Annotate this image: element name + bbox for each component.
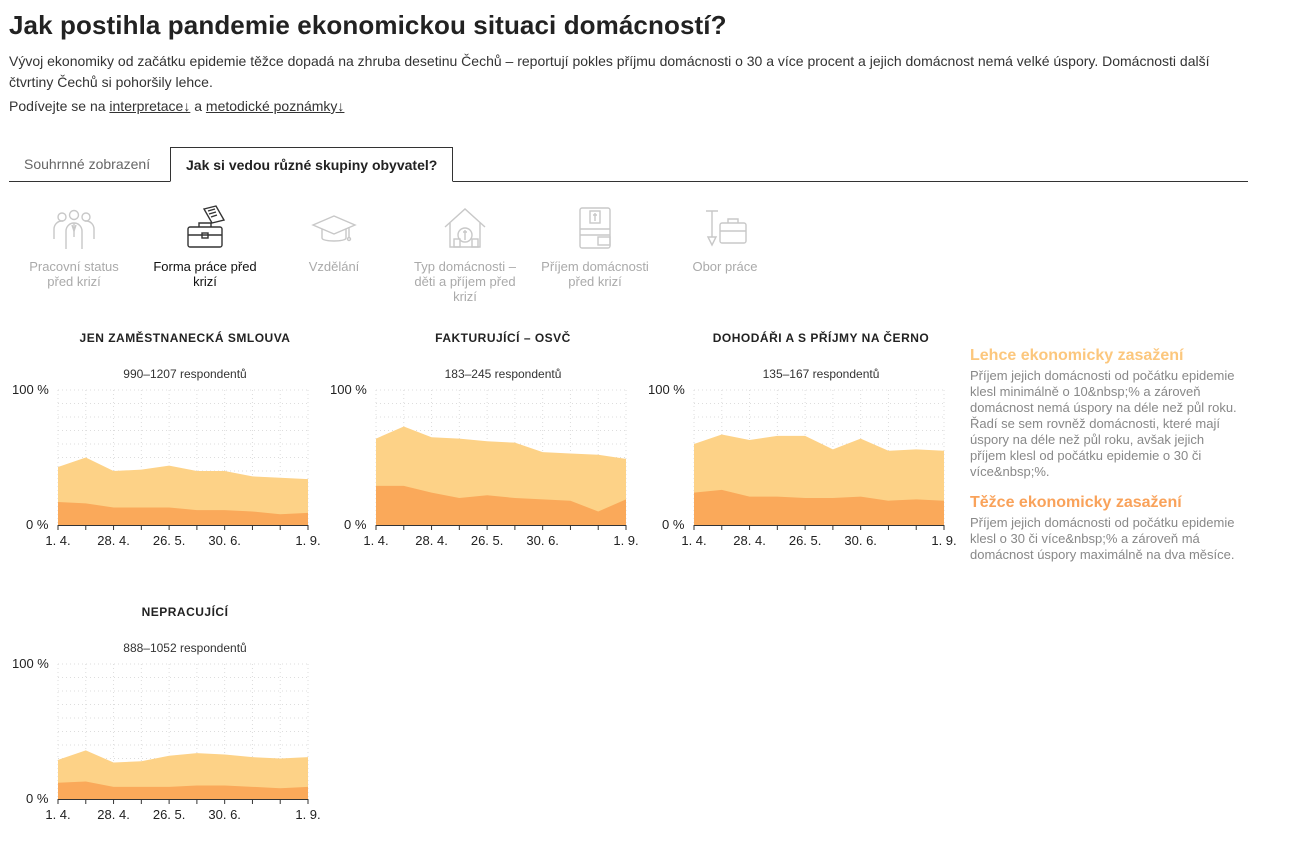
links-and: a (194, 98, 203, 114)
x-tick-label: 30. 6. (526, 533, 559, 548)
legend: Lehce ekonomicky zasažení Příjem jejich … (970, 347, 1240, 577)
x-tick-label: 1. 4. (363, 533, 388, 548)
tab-summary[interactable]: Souhrnné zobrazení (24, 156, 151, 172)
tools-briefcase-icon (706, 210, 747, 247)
y-tick-label-bottom: 0 % (662, 517, 685, 532)
area-heavy-series (58, 502, 308, 525)
legend-heavy-text: Příjem jejich domácnosti od počátku epid… (970, 515, 1235, 562)
x-tick-label: 1. 9. (931, 533, 956, 548)
y-tick-label-bottom: 0 % (344, 517, 367, 532)
lead-paragraph: Vývoj ekonomiky od začátku epidemie těžc… (9, 53, 1210, 90)
category-work-status[interactable]: Pracovní status před krizí (19, 205, 129, 289)
category-label: Obor práce (692, 259, 758, 274)
legend-light-text: Příjem jejich domácnosti od počátku epid… (970, 368, 1237, 479)
chart-svg: 1. 4. 28. 4. 26. 5. 30. 6. 1. 9. 100 % 0 % (12, 382, 320, 548)
category-label: Pracovní status před krizí (29, 259, 119, 289)
area-chart: NEPRACUJÍCÍ 888–1052 respondentů 1. 4. 28. … (10, 599, 320, 839)
x-tick-label: 1. 9. (295, 807, 320, 822)
briefcase-contract-icon (187, 205, 226, 248)
phone-wallet-icon (579, 207, 611, 249)
area-heavy-series (58, 781, 308, 799)
y-tick-label-top: 100 % (330, 382, 367, 397)
graduation-cap-icon (311, 215, 357, 242)
tab-bar: Souhrnné zobrazení Jak si vedou různé sk… (9, 147, 1248, 182)
y-tick-label-top: 100 % (12, 656, 49, 671)
x-tick-label: 1. 4. (45, 807, 70, 822)
x-tick-label: 30. 6. (208, 807, 241, 822)
chart-subtitle: 135–167 respondentů (762, 367, 880, 381)
chart-svg: 1. 4. 28. 4. 26. 5. 30. 6. 1. 9. 100 % 0 % (12, 656, 320, 822)
chart-title: NEPRACUJÍCÍ (141, 605, 229, 619)
chart-title: DOHODÁŘI A S PŘÍJMY NA ČERNO (712, 331, 930, 345)
x-tick-label: 28. 4. (97, 807, 130, 822)
y-tick-label-bottom: 0 % (26, 517, 49, 532)
y-tick-label-top: 100 % (12, 382, 49, 397)
page-title: Jak postihla pandemie ekonomickou situac… (9, 10, 727, 40)
tab-groups[interactable]: Jak si vedou různé skupiny obyvatel? (170, 147, 454, 182)
x-tick-label: 26. 5. (789, 533, 822, 548)
area-chart: FAKTURUJÍCÍ – OSVČ 183–245 respondentů 1. … (328, 325, 638, 565)
x-tick-label: 1. 9. (613, 533, 638, 548)
category-household-type[interactable]: Typ domácnosti – děti a příjem před kriz… (410, 205, 520, 304)
x-tick-label: 1. 4. (45, 533, 70, 548)
x-tick-label: 1. 9. (295, 533, 320, 548)
links-row: Podívejte se na interpretace↓ a metodick… (9, 98, 344, 114)
interpretation-link[interactable]: interpretace↓ (109, 98, 191, 114)
area-heavy-series (694, 489, 944, 525)
chart-title: JEN ZAMĚSTNANECKÁ SMLOUVA (79, 331, 291, 345)
x-tick-label: 30. 6. (844, 533, 877, 548)
area-heavy-series (376, 485, 626, 525)
x-tick-label: 28. 4. (733, 533, 766, 548)
chart-subtitle: 183–245 respondentů (444, 367, 562, 381)
category-label: Forma práce před krizí (153, 259, 257, 289)
chart-svg: 1. 4. 28. 4. 26. 5. 30. 6. 1. 9. 100 % 0 % (648, 382, 956, 548)
methodology-link[interactable]: metodické poznámky↓ (205, 98, 345, 114)
category-label: Vzdělání (308, 259, 360, 274)
x-tick-label: 26. 5. (153, 533, 186, 548)
links-prefix: Podívejte se na (9, 98, 106, 114)
chart-svg: 1. 4. 28. 4. 26. 5. 30. 6. 1. 9. 100 % 0 % (330, 382, 638, 548)
x-tick-label: 1. 4. (681, 533, 706, 548)
category-household-income[interactable]: Příjem domácnosti před krizí (540, 205, 650, 289)
legend-heavy-title: Těžce ekonomicky zasažení (970, 494, 1182, 511)
area-chart: DOHODÁŘI A S PŘÍJMY NA ČERNO 135–167 resp… (646, 325, 956, 565)
x-tick-label: 28. 4. (97, 533, 130, 548)
area-chart: JEN ZAMĚSTNANECKÁ SMLOUVA 990–1207 respon… (10, 325, 320, 565)
chart-title: FAKTURUJÍCÍ – OSVČ (435, 331, 571, 345)
category-label: Typ domácnosti – děti a příjem před kriz… (414, 259, 516, 304)
y-tick-label-top: 100 % (648, 382, 685, 397)
x-tick-label: 30. 6. (208, 533, 241, 548)
x-tick-label: 26. 5. (153, 807, 186, 822)
category-work-form[interactable]: Forma práce před krizí (150, 205, 260, 289)
category-education[interactable]: Vzdělání (279, 205, 389, 274)
chart-subtitle: 888–1052 respondentů (123, 641, 247, 655)
category-field-of-work[interactable]: Obor práce (670, 205, 780, 274)
chart-subtitle: 990–1207 respondentů (123, 367, 247, 381)
x-tick-label: 28. 4. (415, 533, 448, 548)
people-icon (53, 209, 95, 249)
x-tick-label: 26. 5. (471, 533, 504, 548)
category-label: Příjem domácnosti před krizí (541, 259, 649, 289)
house-money-icon (444, 208, 486, 248)
y-tick-label-bottom: 0 % (26, 791, 49, 806)
legend-light-title: Lehce ekonomicky zasažení (970, 347, 1184, 364)
